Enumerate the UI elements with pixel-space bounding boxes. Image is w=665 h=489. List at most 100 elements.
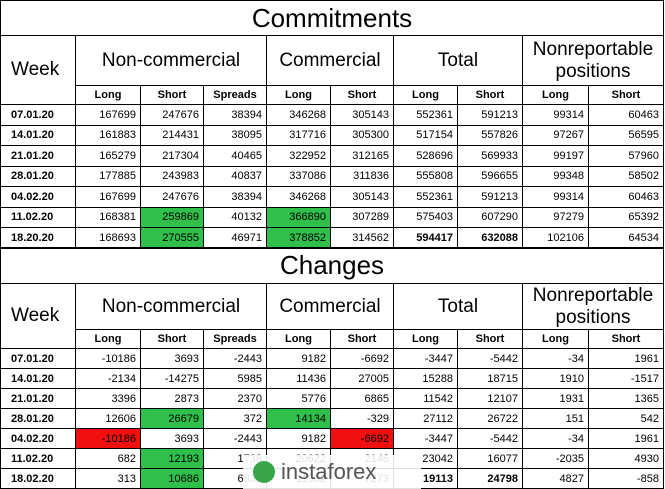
value-cell: 167699 [75,186,141,208]
value-cell: -1517 [588,368,664,389]
value-cell: 517154 [393,124,458,146]
value-cell: 56595 [588,124,664,146]
value-cell: 596655 [457,165,523,187]
value-cell: 38095 [203,124,267,146]
value-cell: 313 [75,468,141,489]
value-cell: 6865 [330,388,394,409]
value-cell: 682 [75,448,141,469]
column-header: Short [330,329,394,349]
value-cell: 4827 [522,468,589,489]
week-header: Week [0,283,76,349]
value-cell: 243983 [140,165,204,187]
value-cell: 16077 [457,448,523,469]
value-cell: 11542 [393,388,458,409]
week-header: Week [0,35,76,105]
value-cell: 97279 [522,206,589,228]
value-cell: 346268 [266,186,331,208]
value-cell: 575403 [393,206,458,228]
value-cell: 542 [588,408,664,429]
value-cell: 11436 [266,368,331,389]
week-cell: 28.01.20 [0,165,76,187]
value-cell: 372 [203,408,267,429]
week-cell: 21.01.20 [0,145,76,167]
value-cell: 337086 [266,165,331,187]
value-cell: 346268 [266,104,331,126]
value-cell: 26722 [457,408,523,429]
value-cell: 60463 [588,186,664,208]
value-cell: 552361 [393,104,458,126]
value-cell: -10186 [75,428,141,449]
value-cell: 57960 [588,145,664,167]
column-header: Short [588,329,664,349]
value-cell: 307289 [330,206,394,228]
column-header: Long [75,85,141,105]
value-cell: 99348 [522,165,589,187]
value-cell: 632088 [457,227,523,249]
value-cell: 40465 [203,145,267,167]
group-header: Non-commercial [75,35,267,86]
value-cell: -2035 [522,448,589,469]
column-header: Long [393,85,458,105]
value-cell: -2134 [75,368,141,389]
value-cell: -6692 [330,428,394,449]
value-cell: 12107 [457,388,523,409]
value-cell: 168693 [75,227,141,249]
value-cell: 1931 [522,388,589,409]
group-header: Non-commercial [75,283,267,330]
week-cell: 04.02.20 [0,186,76,208]
value-cell: 4930 [588,448,664,469]
week-cell: 21.01.20 [0,388,76,409]
value-cell: 217304 [140,145,204,167]
value-cell: 168381 [75,206,141,228]
value-cell: 167699 [75,104,141,126]
value-cell: 594417 [393,227,458,249]
value-cell: 1365 [588,388,664,409]
value-cell: -5442 [457,348,523,369]
column-header: Long [266,85,331,105]
value-cell: 528696 [393,145,458,167]
value-cell: 161883 [75,124,141,146]
value-cell: 24798 [457,468,523,489]
value-cell: 27005 [330,368,394,389]
value-cell: 552361 [393,186,458,208]
value-cell: 15288 [393,368,458,389]
group-header: Nonreportable positions [522,283,664,330]
value-cell: -34 [522,348,589,369]
column-header: Short [457,329,523,349]
value-cell: 1961 [588,428,664,449]
value-cell: 18715 [457,368,523,389]
value-cell: 311836 [330,165,394,187]
column-header: Short [330,85,394,105]
value-cell: 322952 [266,145,331,167]
section-title: Commitments [0,0,664,36]
column-header: Long [522,85,589,105]
week-cell: 04.02.20 [0,428,76,449]
watermark: instaforex [243,455,421,489]
week-cell: 07.01.20 [0,104,76,126]
group-header: Commercial [266,35,394,86]
watermark-icon [253,461,275,483]
week-cell: 28.01.20 [0,408,76,429]
value-cell: 314562 [330,227,394,249]
value-cell: 259869 [140,206,204,228]
value-cell: 569933 [457,145,523,167]
week-cell: 11.02.20 [0,206,76,228]
value-cell: 247676 [140,104,204,126]
column-header: Long [75,329,141,349]
value-cell: 177885 [75,165,141,187]
group-header: Commercial [266,283,394,330]
value-cell: -329 [330,408,394,429]
value-cell: 165279 [75,145,141,167]
value-cell: 27112 [393,408,458,429]
value-cell: -34 [522,428,589,449]
group-header: Nonreportable positions [522,35,664,86]
value-cell: 12606 [75,408,141,429]
value-cell: 312165 [330,145,394,167]
value-cell: 557826 [457,124,523,146]
value-cell: 58502 [588,165,664,187]
week-cell: 14.01.20 [0,124,76,146]
value-cell: -858 [588,468,664,489]
value-cell: 3693 [140,428,204,449]
value-cell: 99197 [522,145,589,167]
